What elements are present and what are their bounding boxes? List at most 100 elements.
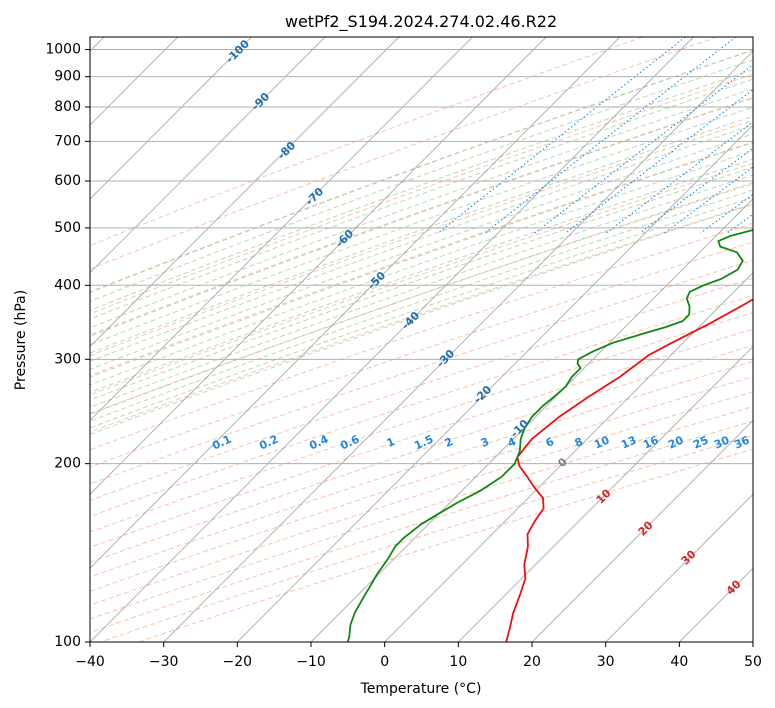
dry-adiabat [90, 344, 753, 563]
dewpoint-trace [346, 228, 753, 642]
mixing-ratio-line [484, 37, 737, 234]
moist-adiabat [90, 142, 753, 378]
dry-adiabat [90, 406, 753, 620]
x-tick-label: −10 [296, 654, 326, 670]
moist-adiabat [90, 203, 753, 436]
dry-adiabat [90, 222, 753, 451]
y-tick-label: 300 [54, 351, 81, 367]
moist-adiabat [90, 150, 753, 386]
x-tick-label: 0 [380, 654, 389, 670]
mixing-ratio-line [534, 64, 753, 234]
moist-adiabat [90, 174, 753, 408]
dry-adiabat [90, 360, 753, 578]
moist-adiabat [90, 158, 753, 394]
y-tick-label: 200 [54, 456, 81, 472]
mixing-ratio-label: 0.1 [210, 433, 233, 453]
dry-adiabat [90, 241, 753, 468]
dry-adiabat [90, 37, 720, 270]
mixing-ratio-line [565, 88, 753, 234]
dry-adiabat [90, 37, 645, 247]
moist-adiabat [90, 106, 753, 346]
isotherm-label: 0 [555, 455, 570, 470]
mixing-ratio-line [437, 37, 687, 234]
isotherm-label: -70 [303, 185, 326, 208]
isotherm [678, 567, 753, 642]
isotherm-label: -80 [275, 139, 298, 162]
chart-title: wetPf2_S194.2024.274.02.46.R22 [285, 12, 557, 32]
mixing-ratio-label: 10 [592, 433, 612, 451]
dry-adiabat [90, 328, 753, 548]
isotherm [90, 37, 473, 422]
mixing-ratio-label: 0.2 [257, 433, 280, 453]
x-tick-label: 10 [449, 654, 467, 670]
dry-adiabat [90, 312, 753, 533]
moist-adiabat [90, 115, 753, 354]
dry-adiabat [90, 295, 753, 517]
isotherm [90, 37, 694, 642]
dry-adiabat [90, 391, 753, 606]
isotherm-label: 30 [679, 547, 699, 567]
isotherm [90, 37, 547, 496]
isotherm [236, 124, 753, 642]
y-tick-label: 500 [54, 220, 81, 236]
dry-adiabat [90, 259, 753, 485]
isotherm [90, 37, 400, 348]
mixing-ratio-line [664, 166, 753, 234]
moist-adiabat [90, 97, 753, 337]
isotherm [605, 493, 753, 642]
isotherm [531, 419, 753, 642]
mixing-ratio-line [766, 35, 775, 234]
moist-adiabat [90, 182, 753, 415]
moist-adiabat [90, 88, 753, 329]
y-tick-label: 900 [54, 69, 81, 85]
dry-adiabat [90, 203, 753, 433]
dry-adiabat [90, 141, 753, 377]
isotherm [752, 641, 753, 642]
y-tick-label: 1000 [45, 42, 81, 58]
isotherm [457, 345, 753, 642]
moist-adiabat [90, 166, 753, 401]
y-tick-label: 400 [54, 277, 81, 293]
dry-adiabat [90, 183, 753, 415]
mixing-ratio-label: 0.6 [338, 433, 361, 453]
moist-adiabat [90, 78, 753, 320]
mixing-ratio-label: 2 [443, 435, 455, 450]
dry-adiabat [90, 73, 753, 315]
isotherm [90, 37, 252, 200]
x-tick-label: −40 [75, 654, 105, 670]
mixing-ratio-line [639, 147, 753, 234]
isotherm [90, 37, 326, 274]
dry-adiabat [90, 119, 753, 357]
y-tick-label: 100 [54, 634, 81, 650]
isotherm [310, 198, 753, 642]
y-axis-label: Pressure (hPa) [13, 290, 29, 390]
dry-adiabat [90, 420, 753, 633]
moist-adiabat [90, 133, 753, 370]
plot-frame [89, 36, 754, 643]
moist-adiabat [90, 196, 753, 429]
x-tick-label: 30 [597, 654, 615, 670]
mixing-ratio-label: 13 [619, 433, 638, 451]
moist-adiabat [90, 69, 753, 311]
temperature-trace [505, 298, 753, 642]
x-tick-label: 20 [523, 654, 541, 670]
mixing-ratio-label: 36 [732, 433, 752, 451]
dry-adiabat [90, 97, 753, 336]
isotherm [384, 272, 753, 642]
mixing-ratio-label: 30 [712, 433, 732, 451]
dry-adiabat [90, 376, 753, 592]
isotherm [163, 50, 753, 642]
dry-adiabat [90, 162, 753, 396]
moist-adiabat [90, 49, 753, 294]
moist-adiabat [90, 59, 753, 303]
mixing-ratio-label: 16 [641, 433, 661, 451]
dry-adiabat [90, 277, 753, 501]
y-tick-label: 600 [54, 173, 81, 189]
moist-adiabat [90, 124, 753, 362]
x-tick-label: 40 [670, 654, 688, 670]
mixing-ratio-label: 20 [666, 433, 686, 451]
dry-adiabat [90, 49, 753, 293]
y-tick-label: 800 [54, 99, 81, 115]
isotherm [90, 37, 621, 569]
